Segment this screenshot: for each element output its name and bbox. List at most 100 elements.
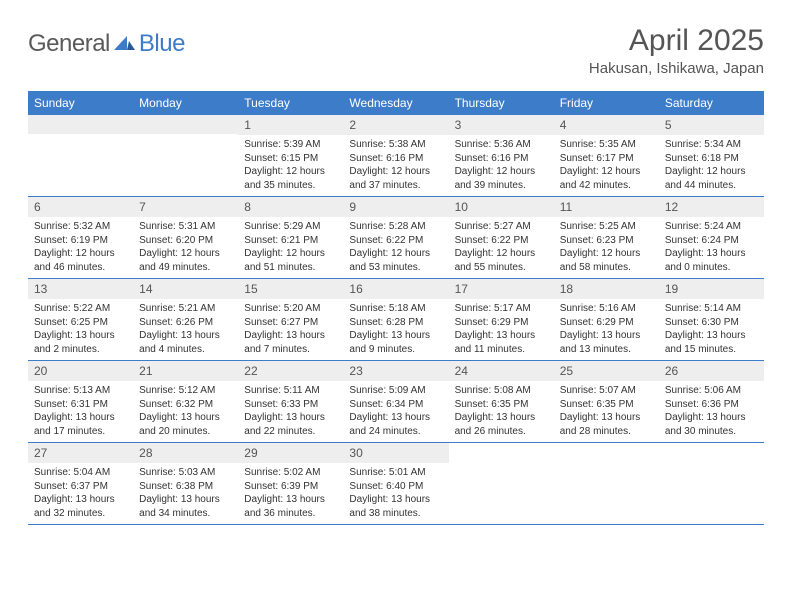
weeks-container: 1Sunrise: 5:39 AMSunset: 6:15 PMDaylight… bbox=[28, 115, 764, 525]
day-number: 4 bbox=[554, 115, 659, 135]
day-content: Sunrise: 5:02 AMSunset: 6:39 PMDaylight:… bbox=[238, 463, 343, 524]
day-cell-21: 21Sunrise: 5:12 AMSunset: 6:32 PMDayligh… bbox=[133, 361, 238, 442]
day-content: Sunrise: 5:24 AMSunset: 6:24 PMDaylight:… bbox=[659, 217, 764, 278]
day-number: 27 bbox=[28, 443, 133, 463]
sunset-text: Sunset: 6:40 PM bbox=[349, 480, 442, 494]
sunset-text: Sunset: 6:37 PM bbox=[34, 480, 127, 494]
sunset-text: Sunset: 6:30 PM bbox=[665, 316, 758, 330]
day-cell-28: 28Sunrise: 5:03 AMSunset: 6:38 PMDayligh… bbox=[133, 443, 238, 524]
week-row: 13Sunrise: 5:22 AMSunset: 6:25 PMDayligh… bbox=[28, 279, 764, 361]
day-cell-25: 25Sunrise: 5:07 AMSunset: 6:35 PMDayligh… bbox=[554, 361, 659, 442]
day-content: Sunrise: 5:25 AMSunset: 6:23 PMDaylight:… bbox=[554, 217, 659, 278]
sunrise-text: Sunrise: 5:35 AM bbox=[560, 138, 653, 152]
day-cell-15: 15Sunrise: 5:20 AMSunset: 6:27 PMDayligh… bbox=[238, 279, 343, 360]
calendar: SundayMondayTuesdayWednesdayThursdayFrid… bbox=[28, 91, 764, 525]
day-number: 25 bbox=[554, 361, 659, 381]
sunset-text: Sunset: 6:17 PM bbox=[560, 152, 653, 166]
day-number: 19 bbox=[659, 279, 764, 299]
day-cell-20: 20Sunrise: 5:13 AMSunset: 6:31 PMDayligh… bbox=[28, 361, 133, 442]
day-cell-5: 5Sunrise: 5:34 AMSunset: 6:18 PMDaylight… bbox=[659, 115, 764, 196]
sunset-text: Sunset: 6:19 PM bbox=[34, 234, 127, 248]
daylight-text: Daylight: 13 hours and 24 minutes. bbox=[349, 411, 442, 438]
day-content: Sunrise: 5:04 AMSunset: 6:37 PMDaylight:… bbox=[28, 463, 133, 524]
sunrise-text: Sunrise: 5:29 AM bbox=[244, 220, 337, 234]
sunrise-text: Sunrise: 5:09 AM bbox=[349, 384, 442, 398]
daylight-text: Daylight: 13 hours and 38 minutes. bbox=[349, 493, 442, 520]
day-number: 30 bbox=[343, 443, 448, 463]
sunset-text: Sunset: 6:25 PM bbox=[34, 316, 127, 330]
sunset-text: Sunset: 6:20 PM bbox=[139, 234, 232, 248]
daylight-text: Daylight: 13 hours and 34 minutes. bbox=[139, 493, 232, 520]
day-content: Sunrise: 5:22 AMSunset: 6:25 PMDaylight:… bbox=[28, 299, 133, 360]
day-cell-27: 27Sunrise: 5:04 AMSunset: 6:37 PMDayligh… bbox=[28, 443, 133, 524]
day-content: Sunrise: 5:08 AMSunset: 6:35 PMDaylight:… bbox=[449, 381, 554, 442]
day-content: Sunrise: 5:32 AMSunset: 6:19 PMDaylight:… bbox=[28, 217, 133, 278]
day-number: 8 bbox=[238, 197, 343, 217]
sunrise-text: Sunrise: 5:16 AM bbox=[560, 302, 653, 316]
day-number: 26 bbox=[659, 361, 764, 381]
day-cell-18: 18Sunrise: 5:16 AMSunset: 6:29 PMDayligh… bbox=[554, 279, 659, 360]
sunset-text: Sunset: 6:39 PM bbox=[244, 480, 337, 494]
day-number: 20 bbox=[28, 361, 133, 381]
sunset-text: Sunset: 6:16 PM bbox=[455, 152, 548, 166]
sunset-text: Sunset: 6:18 PM bbox=[665, 152, 758, 166]
day-number: 10 bbox=[449, 197, 554, 217]
day-number: 15 bbox=[238, 279, 343, 299]
daylight-text: Daylight: 12 hours and 44 minutes. bbox=[665, 165, 758, 192]
week-row: 27Sunrise: 5:04 AMSunset: 6:37 PMDayligh… bbox=[28, 443, 764, 525]
day-header-friday: Friday bbox=[554, 91, 659, 115]
day-cell-30: 30Sunrise: 5:01 AMSunset: 6:40 PMDayligh… bbox=[343, 443, 448, 524]
sunrise-text: Sunrise: 5:31 AM bbox=[139, 220, 232, 234]
daylight-text: Daylight: 12 hours and 49 minutes. bbox=[139, 247, 232, 274]
daylight-text: Daylight: 12 hours and 37 minutes. bbox=[349, 165, 442, 192]
sunrise-text: Sunrise: 5:01 AM bbox=[349, 466, 442, 480]
day-cell-19: 19Sunrise: 5:14 AMSunset: 6:30 PMDayligh… bbox=[659, 279, 764, 360]
logo: General Blue bbox=[28, 30, 185, 58]
daylight-text: Daylight: 13 hours and 11 minutes. bbox=[455, 329, 548, 356]
sunrise-text: Sunrise: 5:07 AM bbox=[560, 384, 653, 398]
sunset-text: Sunset: 6:33 PM bbox=[244, 398, 337, 412]
logo-text-blue: Blue bbox=[139, 30, 185, 58]
week-row: 1Sunrise: 5:39 AMSunset: 6:15 PMDaylight… bbox=[28, 115, 764, 197]
sunrise-text: Sunrise: 5:20 AM bbox=[244, 302, 337, 316]
week-row: 20Sunrise: 5:13 AMSunset: 6:31 PMDayligh… bbox=[28, 361, 764, 443]
day-cell-17: 17Sunrise: 5:17 AMSunset: 6:29 PMDayligh… bbox=[449, 279, 554, 360]
empty-cell bbox=[554, 443, 659, 524]
day-header-wednesday: Wednesday bbox=[343, 91, 448, 115]
day-content: Sunrise: 5:28 AMSunset: 6:22 PMDaylight:… bbox=[343, 217, 448, 278]
week-row: 6Sunrise: 5:32 AMSunset: 6:19 PMDaylight… bbox=[28, 197, 764, 279]
sunset-text: Sunset: 6:36 PM bbox=[665, 398, 758, 412]
day-cell-3: 3Sunrise: 5:36 AMSunset: 6:16 PMDaylight… bbox=[449, 115, 554, 196]
day-content: Sunrise: 5:01 AMSunset: 6:40 PMDaylight:… bbox=[343, 463, 448, 524]
sunset-text: Sunset: 6:22 PM bbox=[455, 234, 548, 248]
sunrise-text: Sunrise: 5:21 AM bbox=[139, 302, 232, 316]
day-number: 23 bbox=[343, 361, 448, 381]
daylight-text: Daylight: 13 hours and 22 minutes. bbox=[244, 411, 337, 438]
day-number: 28 bbox=[133, 443, 238, 463]
day-number: 3 bbox=[449, 115, 554, 135]
empty-cell bbox=[449, 443, 554, 524]
page-title: April 2025 bbox=[589, 24, 764, 58]
day-number: 14 bbox=[133, 279, 238, 299]
daylight-text: Daylight: 13 hours and 9 minutes. bbox=[349, 329, 442, 356]
day-header-thursday: Thursday bbox=[449, 91, 554, 115]
day-cell-29: 29Sunrise: 5:02 AMSunset: 6:39 PMDayligh… bbox=[238, 443, 343, 524]
day-cell-22: 22Sunrise: 5:11 AMSunset: 6:33 PMDayligh… bbox=[238, 361, 343, 442]
daylight-text: Daylight: 12 hours and 53 minutes. bbox=[349, 247, 442, 274]
day-header-monday: Monday bbox=[133, 91, 238, 115]
sunrise-text: Sunrise: 5:25 AM bbox=[560, 220, 653, 234]
sunset-text: Sunset: 6:35 PM bbox=[560, 398, 653, 412]
sunrise-text: Sunrise: 5:38 AM bbox=[349, 138, 442, 152]
day-cell-4: 4Sunrise: 5:35 AMSunset: 6:17 PMDaylight… bbox=[554, 115, 659, 196]
day-number: 6 bbox=[28, 197, 133, 217]
day-content: Sunrise: 5:12 AMSunset: 6:32 PMDaylight:… bbox=[133, 381, 238, 442]
sunrise-text: Sunrise: 5:11 AM bbox=[244, 384, 337, 398]
location-text: Hakusan, Ishikawa, Japan bbox=[589, 60, 764, 77]
day-cell-1: 1Sunrise: 5:39 AMSunset: 6:15 PMDaylight… bbox=[238, 115, 343, 196]
sunrise-text: Sunrise: 5:14 AM bbox=[665, 302, 758, 316]
daylight-text: Daylight: 13 hours and 36 minutes. bbox=[244, 493, 337, 520]
sunset-text: Sunset: 6:16 PM bbox=[349, 152, 442, 166]
daylight-text: Daylight: 13 hours and 0 minutes. bbox=[665, 247, 758, 274]
sunset-text: Sunset: 6:31 PM bbox=[34, 398, 127, 412]
sunset-text: Sunset: 6:34 PM bbox=[349, 398, 442, 412]
